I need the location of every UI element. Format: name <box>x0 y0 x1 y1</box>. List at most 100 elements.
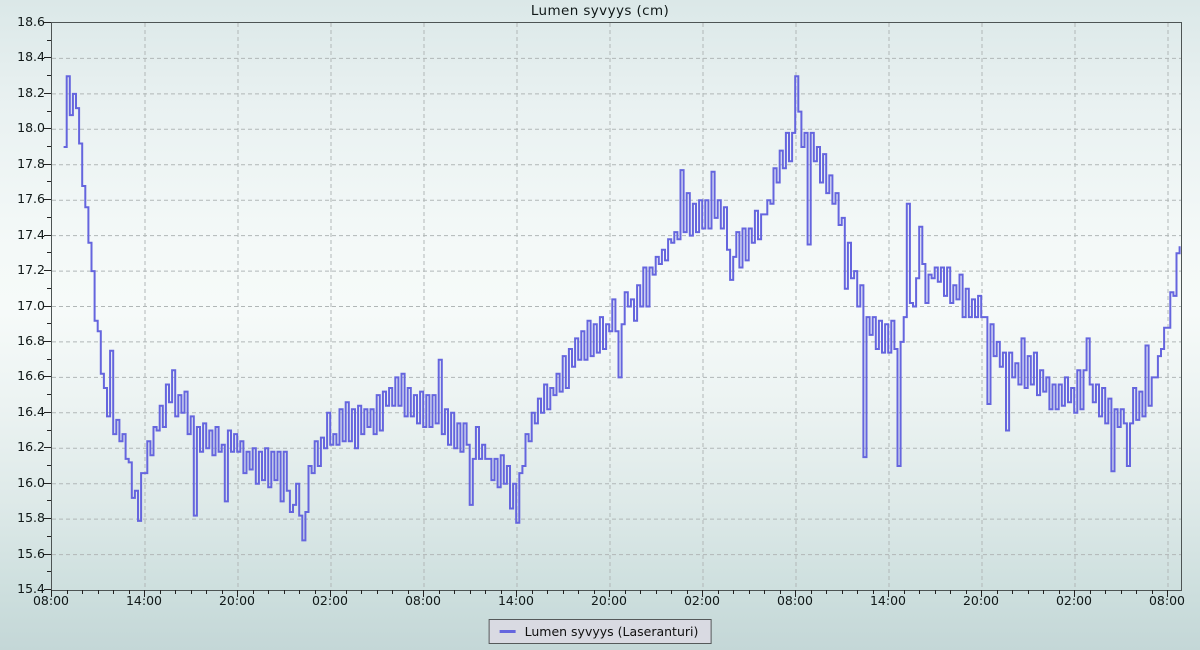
y-axis-label: 18.4 <box>17 49 45 65</box>
axis-tick <box>904 590 905 594</box>
axis-tick <box>44 376 51 377</box>
x-axis-label: 08:00 <box>404 593 442 608</box>
legend: Lumen syvyys (Laseranturi) <box>488 619 712 644</box>
axis-tick <box>966 590 967 594</box>
axis-tick <box>44 22 51 23</box>
axis-tick <box>1028 590 1029 594</box>
axis-tick <box>47 252 51 253</box>
axis-tick <box>377 590 378 594</box>
axis-tick <box>1012 590 1013 594</box>
axis-tick <box>392 590 393 594</box>
axis-tick <box>284 590 285 594</box>
y-axis-label: 17.0 <box>17 297 45 313</box>
axis-tick <box>919 590 920 594</box>
y-axis-label: 16.0 <box>17 474 45 490</box>
axis-tick <box>191 590 192 594</box>
axis-tick <box>826 590 827 594</box>
axis-tick <box>470 590 471 594</box>
axis-tick <box>47 500 51 501</box>
x-axis-label: 08:00 <box>32 593 70 608</box>
axis-tick <box>47 571 51 572</box>
chart-title: Lumen syvyys (cm) <box>530 3 670 19</box>
axis-tick <box>237 590 238 597</box>
x-axis-label: 02:00 <box>1055 593 1093 608</box>
axis-tick <box>67 590 68 594</box>
axis-tick <box>44 235 51 236</box>
axis-tick <box>346 590 347 594</box>
axis-tick <box>44 128 51 129</box>
axis-tick <box>594 590 595 594</box>
axis-tick <box>454 590 455 594</box>
axis-tick <box>44 93 51 94</box>
axis-tick <box>578 590 579 594</box>
axis-tick <box>268 590 269 594</box>
axis-tick <box>501 590 502 594</box>
axis-tick <box>1090 590 1091 594</box>
axis-tick <box>47 146 51 147</box>
axis-tick <box>44 518 51 519</box>
axis-tick <box>563 590 564 594</box>
x-axis-label: 14:00 <box>497 593 535 608</box>
axis-tick <box>129 590 130 594</box>
y-axis-label: 15.8 <box>17 510 45 526</box>
x-axis-label: 08:00 <box>1148 593 1186 608</box>
x-axis-label: 02:00 <box>683 593 721 608</box>
legend-label: Lumen syvyys (Laseranturi) <box>524 624 699 639</box>
axis-tick <box>423 590 424 597</box>
x-axis-label: 02:00 <box>311 593 349 608</box>
axis-tick <box>44 554 51 555</box>
axis-tick <box>1105 590 1106 594</box>
axis-tick <box>1043 590 1044 594</box>
x-axis-label: 20:00 <box>218 593 256 608</box>
axis-tick <box>671 590 672 594</box>
axis-tick <box>82 590 83 594</box>
axis-tick <box>175 590 176 594</box>
axis-tick <box>206 590 207 594</box>
x-axis-label: 14:00 <box>125 593 163 608</box>
axis-tick <box>222 590 223 594</box>
axis-tick <box>51 590 52 597</box>
plot-canvas <box>52 23 1181 590</box>
axis-tick <box>113 590 114 594</box>
axis-tick <box>160 590 161 594</box>
axis-tick <box>253 590 254 594</box>
axis-tick <box>764 590 765 594</box>
axis-tick <box>609 590 610 597</box>
axis-tick <box>640 590 641 594</box>
axis-tick <box>47 536 51 537</box>
y-axis-label: 16.2 <box>17 439 45 455</box>
y-axis-label: 16.8 <box>17 332 45 348</box>
axis-tick <box>718 590 719 594</box>
axis-tick <box>749 590 750 594</box>
axis-tick <box>439 590 440 594</box>
axis-tick <box>47 465 51 466</box>
axis-tick <box>44 447 51 448</box>
axis-tick <box>547 590 548 594</box>
axis-tick <box>408 590 409 594</box>
axis-tick <box>47 430 51 431</box>
y-axis-label: 17.6 <box>17 191 45 207</box>
axis-tick <box>44 199 51 200</box>
axis-tick <box>44 341 51 342</box>
axis-tick <box>997 590 998 594</box>
y-axis-label: 17.8 <box>17 155 45 171</box>
axis-tick <box>811 590 812 594</box>
axis-tick <box>44 412 51 413</box>
y-axis-label: 16.4 <box>17 403 45 419</box>
y-axis-label: 18.0 <box>17 120 45 136</box>
axis-tick <box>299 590 300 594</box>
axis-tick <box>47 181 51 182</box>
axis-tick <box>47 288 51 289</box>
axis-tick <box>702 590 703 597</box>
y-axis-label: 17.2 <box>17 262 45 278</box>
x-axis-label: 08:00 <box>776 593 814 608</box>
y-axis-label: 16.6 <box>17 368 45 384</box>
y-axis-label: 17.4 <box>17 226 45 242</box>
axis-tick <box>935 590 936 594</box>
axis-tick <box>981 590 982 597</box>
axis-tick <box>144 590 145 597</box>
axis-tick <box>888 590 889 597</box>
axis-tick <box>44 270 51 271</box>
axis-tick <box>47 75 51 76</box>
